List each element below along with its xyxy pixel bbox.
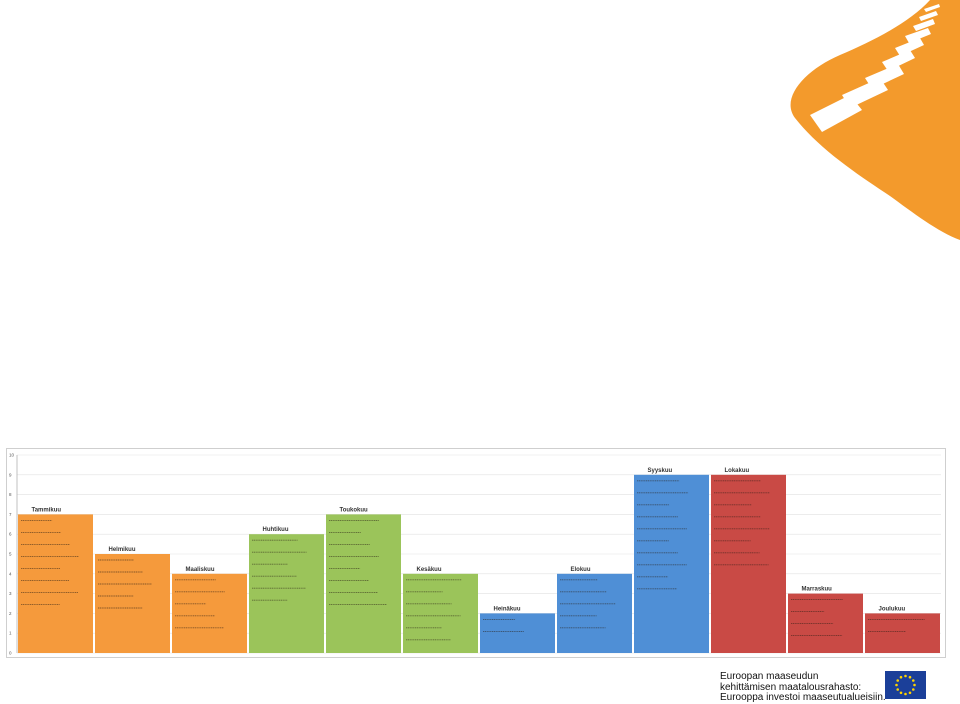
y-tick-label: 4 (9, 571, 12, 576)
bar-month-label: Elokuu (571, 567, 591, 573)
y-tick-label: 8 (9, 492, 12, 497)
calendar-chart: 0 1 2 3 4 5 6 7 8 9 10 Tammikuu Helmikuu Maaliskuu Huh… (6, 448, 946, 658)
bar (634, 474, 709, 653)
y-tick-label: 2 (9, 611, 12, 616)
eu-star (908, 675, 912, 679)
logo-zipper-teeth (810, 4, 940, 132)
bar-month-label: Tammikuu (32, 507, 62, 513)
bar-month-label: Syyskuu (648, 468, 673, 474)
eu-star (913, 683, 916, 687)
bar (480, 613, 555, 653)
bar-month-label: Maaliskuu (186, 567, 215, 573)
bar (557, 573, 632, 653)
eu-star (904, 674, 907, 678)
eu-star (904, 692, 907, 696)
y-tick-label: 9 (9, 472, 12, 477)
eu-star (911, 688, 915, 691)
bar-month-label: Helmikuu (109, 547, 136, 553)
y-tick-label: 1 (9, 631, 12, 636)
y-tick-label: 6 (9, 532, 12, 537)
bar-month-label: Huhtikuu (263, 527, 289, 533)
bar-month-label: Toukokuu (340, 507, 369, 513)
y-tick-label: 0 (9, 651, 12, 656)
orange-zipper-logo (790, 0, 960, 240)
bar-month-label: Lokakuu (725, 468, 750, 474)
eu-caption-line-1: Euroopan maaseudun (720, 671, 819, 682)
eu-star (899, 691, 903, 695)
y-tick-label: 10 (9, 453, 15, 458)
y-tick-label: 7 (9, 512, 12, 517)
bar (172, 573, 247, 653)
eu-caption-line-3: Eurooppa investoi maaseutualueisiin. (720, 692, 886, 703)
bar (249, 534, 324, 653)
y-tick-label: 5 (9, 552, 12, 557)
logo-orange-shape (790, 0, 960, 240)
eu-star (911, 679, 915, 682)
bar (326, 514, 401, 653)
bar-month-label: Marraskuu (802, 587, 833, 593)
bar (403, 573, 478, 653)
eu-star (908, 691, 912, 695)
eu-star (896, 679, 900, 682)
chart-svg: 0 1 2 3 4 5 6 7 8 9 10 Tammikuu Helmikuu Maaliskuu Huh… (9, 453, 941, 656)
bar (95, 554, 170, 653)
y-tick-label: 3 (9, 591, 12, 596)
bar-month-label: Kesäkuu (417, 567, 442, 573)
bar (865, 613, 940, 653)
eu-star (896, 688, 900, 691)
bar-month-label: Heinäkuu (494, 606, 521, 612)
bar-month-label: Joulukuu (879, 606, 906, 612)
bar (18, 514, 93, 653)
eu-caption: Euroopan maaseudun kehittämisen maatalou… (720, 671, 900, 704)
eu-star (895, 683, 898, 687)
bar (711, 474, 786, 653)
eu-caption-line-2: kehittämisen maatalousrahasto: (720, 681, 862, 693)
eu-flag-icon (885, 671, 926, 699)
eu-star (899, 675, 903, 679)
